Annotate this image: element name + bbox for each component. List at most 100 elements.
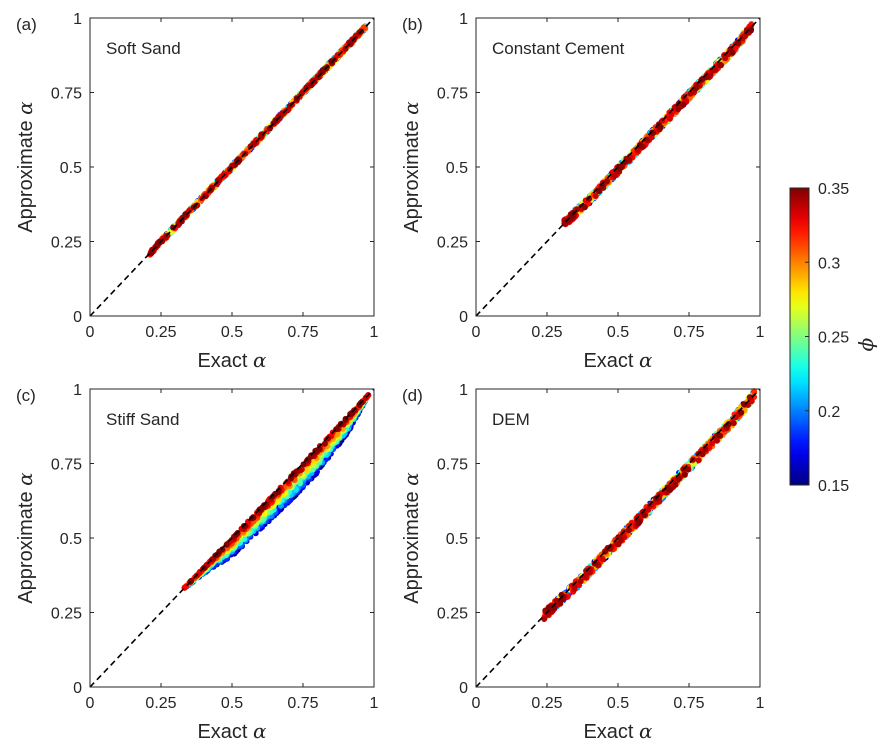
x-tick-label: 0.5 — [221, 695, 243, 712]
x-tick-label: 0.75 — [673, 324, 704, 341]
y-tick-label: 1 — [73, 11, 82, 28]
scatter-point — [712, 67, 719, 73]
y-axis-label: Approximate α — [399, 101, 423, 233]
scatter-point — [675, 475, 682, 482]
y-tick-label: 1 — [73, 382, 82, 399]
colorbar-tick-label: 0.35 — [818, 181, 849, 198]
scatter-point — [308, 82, 315, 89]
y-axis-label: Approximate α — [13, 101, 37, 233]
y-tick-label: 0.25 — [437, 606, 468, 623]
scatter-point — [148, 250, 155, 257]
scatter-point — [667, 115, 673, 122]
x-axis-label: Exact α — [197, 719, 267, 743]
panel-title: DEM — [492, 410, 530, 429]
y-tick-label: 0.75 — [437, 86, 468, 103]
y-tick-label: 0.25 — [437, 235, 468, 252]
scatter-point — [675, 106, 681, 113]
scatter-point — [722, 55, 729, 62]
x-tick-label: 1 — [370, 695, 379, 712]
x-axis-label: Exact α — [197, 348, 267, 372]
scatter-point — [636, 142, 643, 149]
scatter-point — [664, 484, 671, 491]
y-tick-label: 0.5 — [60, 531, 82, 548]
scatter-point — [242, 522, 249, 529]
scatter-point — [599, 556, 606, 563]
x-tick-label: 0.75 — [673, 695, 704, 712]
scatter-point — [748, 27, 755, 33]
scatter-point — [272, 490, 279, 497]
x-tick-label: 0 — [472, 324, 481, 341]
scatter-point — [303, 84, 310, 91]
colorbar-tick-label: 0.3 — [818, 255, 840, 272]
y-tick-label: 1 — [459, 11, 468, 28]
scatter-point — [729, 49, 736, 56]
scatter-point — [641, 512, 648, 519]
reference-line — [89, 388, 375, 688]
y-tick-label: 0.75 — [51, 457, 82, 474]
scatter-point — [548, 603, 554, 610]
y-tick-label: 0 — [459, 680, 468, 697]
panel-c: 0 0.25 0.5 0.75 1 0 0.25 0.5 0.75 1 Exact α Approxi… — [13, 382, 379, 743]
panel-a: 0 0.25 0.5 0.75 1 0 0.25 0.5 0.75 1 Exact α Approxi… — [13, 11, 379, 372]
y-tick-label: 0 — [459, 309, 468, 326]
panel-title: Stiff Sand — [106, 410, 179, 429]
panel-label: (c) — [16, 386, 36, 405]
panel-label: (a) — [16, 15, 37, 34]
y-tick-label: 0.5 — [60, 160, 82, 177]
scatter-point — [313, 447, 320, 454]
y-tick-label: 0.5 — [446, 160, 468, 177]
scatter-point — [751, 388, 758, 395]
colorbar: 0.35 0.3 0.25 0.2 0.15 ϕ — [789, 181, 878, 495]
scatter-point — [695, 457, 702, 464]
scatter-point — [614, 541, 621, 548]
x-tick-label: 0.75 — [287, 324, 318, 341]
reference-line — [475, 388, 761, 688]
scatter-point — [692, 85, 699, 92]
x-tick-label: 0 — [472, 695, 481, 712]
scatter-point — [687, 90, 694, 97]
scatter-point — [730, 420, 737, 427]
scatter-point — [685, 466, 692, 473]
x-axis-label: Exact α — [583, 719, 653, 743]
scatter-point — [709, 440, 715, 447]
scatter-point — [266, 125, 273, 132]
colorbar-tick-label: 0.15 — [818, 478, 849, 495]
scatter-point — [178, 218, 185, 225]
scatter-point — [592, 193, 599, 199]
panel-d: 0 0.25 0.5 0.75 1 0 0.25 0.5 0.75 1 Exact α Approxi… — [399, 382, 765, 743]
scatter-point — [681, 471, 688, 478]
scatter-point — [715, 431, 722, 438]
x-tick-label: 0 — [86, 695, 95, 712]
x-tick-label: 0.25 — [145, 695, 176, 712]
y-axis-label: Approximate α — [399, 472, 423, 604]
scatter-point — [219, 546, 226, 553]
reference-line — [89, 17, 375, 317]
x-tick-label: 0 — [86, 324, 95, 341]
scatter-point — [304, 467, 311, 474]
scatter-point — [581, 574, 588, 581]
y-tick-label: 0.5 — [446, 531, 468, 548]
scatter-point — [202, 193, 209, 200]
panels: 0 0.25 0.5 0.75 1 0 0.25 0.5 0.75 1 Exact α Approxi… — [13, 11, 765, 743]
scatter-point — [258, 131, 265, 138]
y-tick-label: 0.25 — [51, 235, 82, 252]
scatter-point — [672, 481, 679, 488]
x-tick-label: 0.25 — [145, 324, 176, 341]
scatter-point — [305, 456, 312, 463]
y-tick-label: 0 — [73, 309, 82, 326]
panel-label: (d) — [402, 386, 423, 405]
scatter-point — [611, 172, 618, 179]
x-axis-label: Exact α — [583, 348, 653, 372]
x-tick-label: 0.25 — [531, 324, 562, 341]
scatter-points — [181, 392, 372, 591]
panel-title: Constant Cement — [492, 39, 625, 58]
reference-line — [475, 17, 761, 317]
scatter-point — [741, 401, 747, 408]
scatter-point — [577, 578, 584, 585]
colorbar-label: ϕ — [854, 337, 878, 351]
scatter-point — [586, 195, 593, 202]
scatter-point — [717, 61, 723, 68]
colorbar-tick-label: 0.25 — [818, 330, 849, 347]
x-tick-label: 0.5 — [607, 324, 629, 341]
